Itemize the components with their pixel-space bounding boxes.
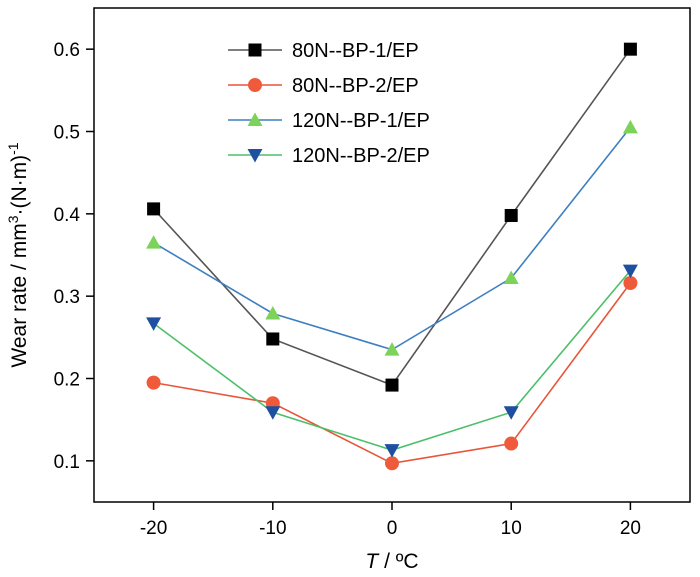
data-point-series-3 xyxy=(265,305,281,320)
data-point-series-2 xyxy=(504,436,519,451)
data-point-series-4 xyxy=(265,406,281,420)
legend-label-2: 80N--BP-2/EP xyxy=(292,75,419,97)
series-layer xyxy=(146,42,638,471)
data-point-series-1 xyxy=(504,208,518,222)
data-point-series-1 xyxy=(266,332,280,346)
legend-label-4: 120N--BP-2/EP xyxy=(292,145,430,167)
y-tick-label: 0.1 xyxy=(54,452,80,473)
data-point-series-3 xyxy=(384,342,400,356)
y-axis-title-sup1: 3 xyxy=(5,215,21,223)
legend: 80N--BP-1/EP 80N--BP-2/EP 120N--BP-1/EP 120… xyxy=(228,40,430,167)
data-point-series-4 xyxy=(384,444,400,458)
data-point-series-2 xyxy=(146,375,161,390)
y-tick-label: 0.4 xyxy=(54,205,81,226)
data-point-series-1 xyxy=(385,378,399,392)
data-point-series-3 xyxy=(622,119,638,134)
y-axis-title-base: Wear rate / mm xyxy=(8,223,31,367)
legend-label-1: 80N--BP-1/EP xyxy=(292,40,419,62)
data-point-series-4 xyxy=(146,317,162,331)
y-axis-title-mid: ·(N·m) xyxy=(8,155,31,216)
x-tick-label: -10 xyxy=(259,518,286,539)
x-tick-label: 0 xyxy=(387,518,398,539)
legend-marker-3 xyxy=(247,112,263,126)
legend-marker-1 xyxy=(248,43,262,57)
data-point-series-3 xyxy=(146,235,162,249)
data-point-series-2 xyxy=(385,456,399,471)
legend-marker-2 xyxy=(248,78,262,92)
data-point-series-1 xyxy=(147,202,161,216)
y-axis-title: Wear rate / mm3·(N·m)-1 xyxy=(5,142,31,367)
legend-marker-4 xyxy=(247,149,263,163)
y-tick-label: 0.5 xyxy=(54,123,80,144)
series-line-2 xyxy=(153,282,632,465)
series-line-4 xyxy=(153,270,632,451)
x-tick-label: 10 xyxy=(501,518,522,539)
x-axis-title-symbol: T xyxy=(365,550,380,573)
y-tick-label: 0.3 xyxy=(54,287,80,308)
y-tick-label: 0.6 xyxy=(54,40,80,61)
data-point-series-3 xyxy=(503,270,519,285)
data-point-series-1 xyxy=(623,42,637,56)
x-tick-label: -20 xyxy=(140,518,167,539)
x-tick-label: 20 xyxy=(620,518,641,539)
data-point-series-2 xyxy=(623,275,638,290)
legend-label-3: 120N--BP-1/EP xyxy=(292,110,430,132)
data-point-series-4 xyxy=(503,406,519,420)
axis-labels: -20 -10 0 10 20 0.1 0.2 0.3 0.4 0.5 0.6 T / ºC Wear … xyxy=(5,40,641,573)
x-axis-title: T / ºC xyxy=(365,550,418,573)
x-axis-title-unit: / ºC xyxy=(378,550,418,573)
data-point-series-4 xyxy=(622,264,638,279)
y-axis-title-sup2: -1 xyxy=(5,142,21,155)
plot-area xyxy=(86,7,691,510)
y-tick-label: 0.2 xyxy=(54,370,80,391)
